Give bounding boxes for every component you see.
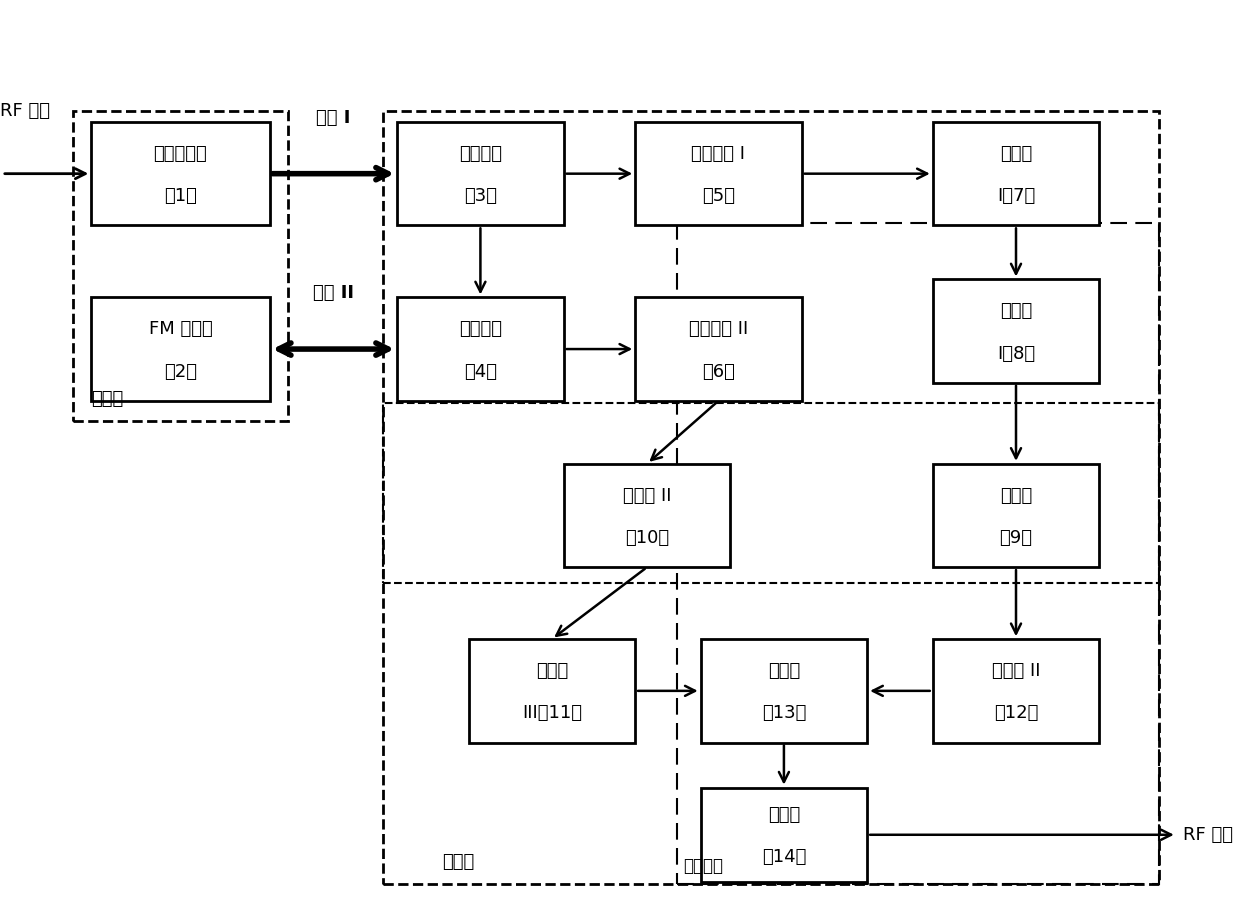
Text: 混频器: 混频器 [768,662,800,680]
Text: FM 旋光镜: FM 旋光镜 [149,320,212,338]
Text: （9）: （9） [999,529,1033,547]
Bar [397,122,564,225]
Text: 光分路器: 光分路器 [459,145,502,163]
Text: 放大器: 放大器 [999,145,1032,163]
Text: 相位调控: 相位调控 [683,857,723,875]
Text: （4）: （4） [464,363,497,380]
Text: I（8）: I（8） [997,345,1035,363]
Text: （5）: （5） [702,187,735,205]
Text: （1）: （1） [164,187,197,205]
Text: 滤波器 II: 滤波器 II [992,662,1040,680]
Text: 放大器 II: 放大器 II [622,487,671,505]
Text: 滤波器: 滤波器 [536,662,568,680]
Text: （6）: （6） [702,363,735,380]
Bar [701,639,867,743]
Text: RF 输出: RF 输出 [1183,825,1233,843]
Bar [932,122,1100,225]
Text: I（7）: I（7） [997,187,1035,205]
Text: 中心站: 中心站 [92,389,124,407]
Bar [73,110,288,421]
Text: （10）: （10） [625,529,670,547]
Text: 光纤 II: 光纤 II [312,284,353,302]
Bar [932,463,1100,567]
Text: 倍频器: 倍频器 [999,487,1032,505]
Text: （12）: （12） [993,704,1038,722]
Text: 滤波器: 滤波器 [999,302,1032,320]
Bar [932,280,1100,383]
Bar [635,298,802,401]
Text: III（11）: III（11） [522,704,582,722]
Bar [92,122,270,225]
Bar [677,224,1159,884]
Bar [635,122,802,225]
Bar [92,298,270,401]
Text: （2）: （2） [164,363,197,380]
Text: （3）: （3） [464,187,497,205]
Bar [397,298,564,401]
Bar [932,639,1100,743]
Text: 分频器: 分频器 [768,806,800,824]
Text: 光纤 I: 光纤 I [316,109,351,127]
Text: 光发送模块: 光发送模块 [154,145,207,163]
Text: 远端站: 远端站 [443,853,475,871]
Text: （14）: （14） [761,848,806,866]
Text: 光收模块 I: 光收模块 I [692,145,745,163]
Bar [701,787,867,882]
Text: （13）: （13） [761,704,806,722]
Bar [469,639,635,743]
Text: RF 输入: RF 输入 [0,101,50,119]
Bar [564,463,730,567]
Text: 光环形器: 光环形器 [459,320,502,338]
Bar [383,403,1159,583]
Text: 光收模块 II: 光收模块 II [689,320,748,338]
Bar [383,110,1159,884]
